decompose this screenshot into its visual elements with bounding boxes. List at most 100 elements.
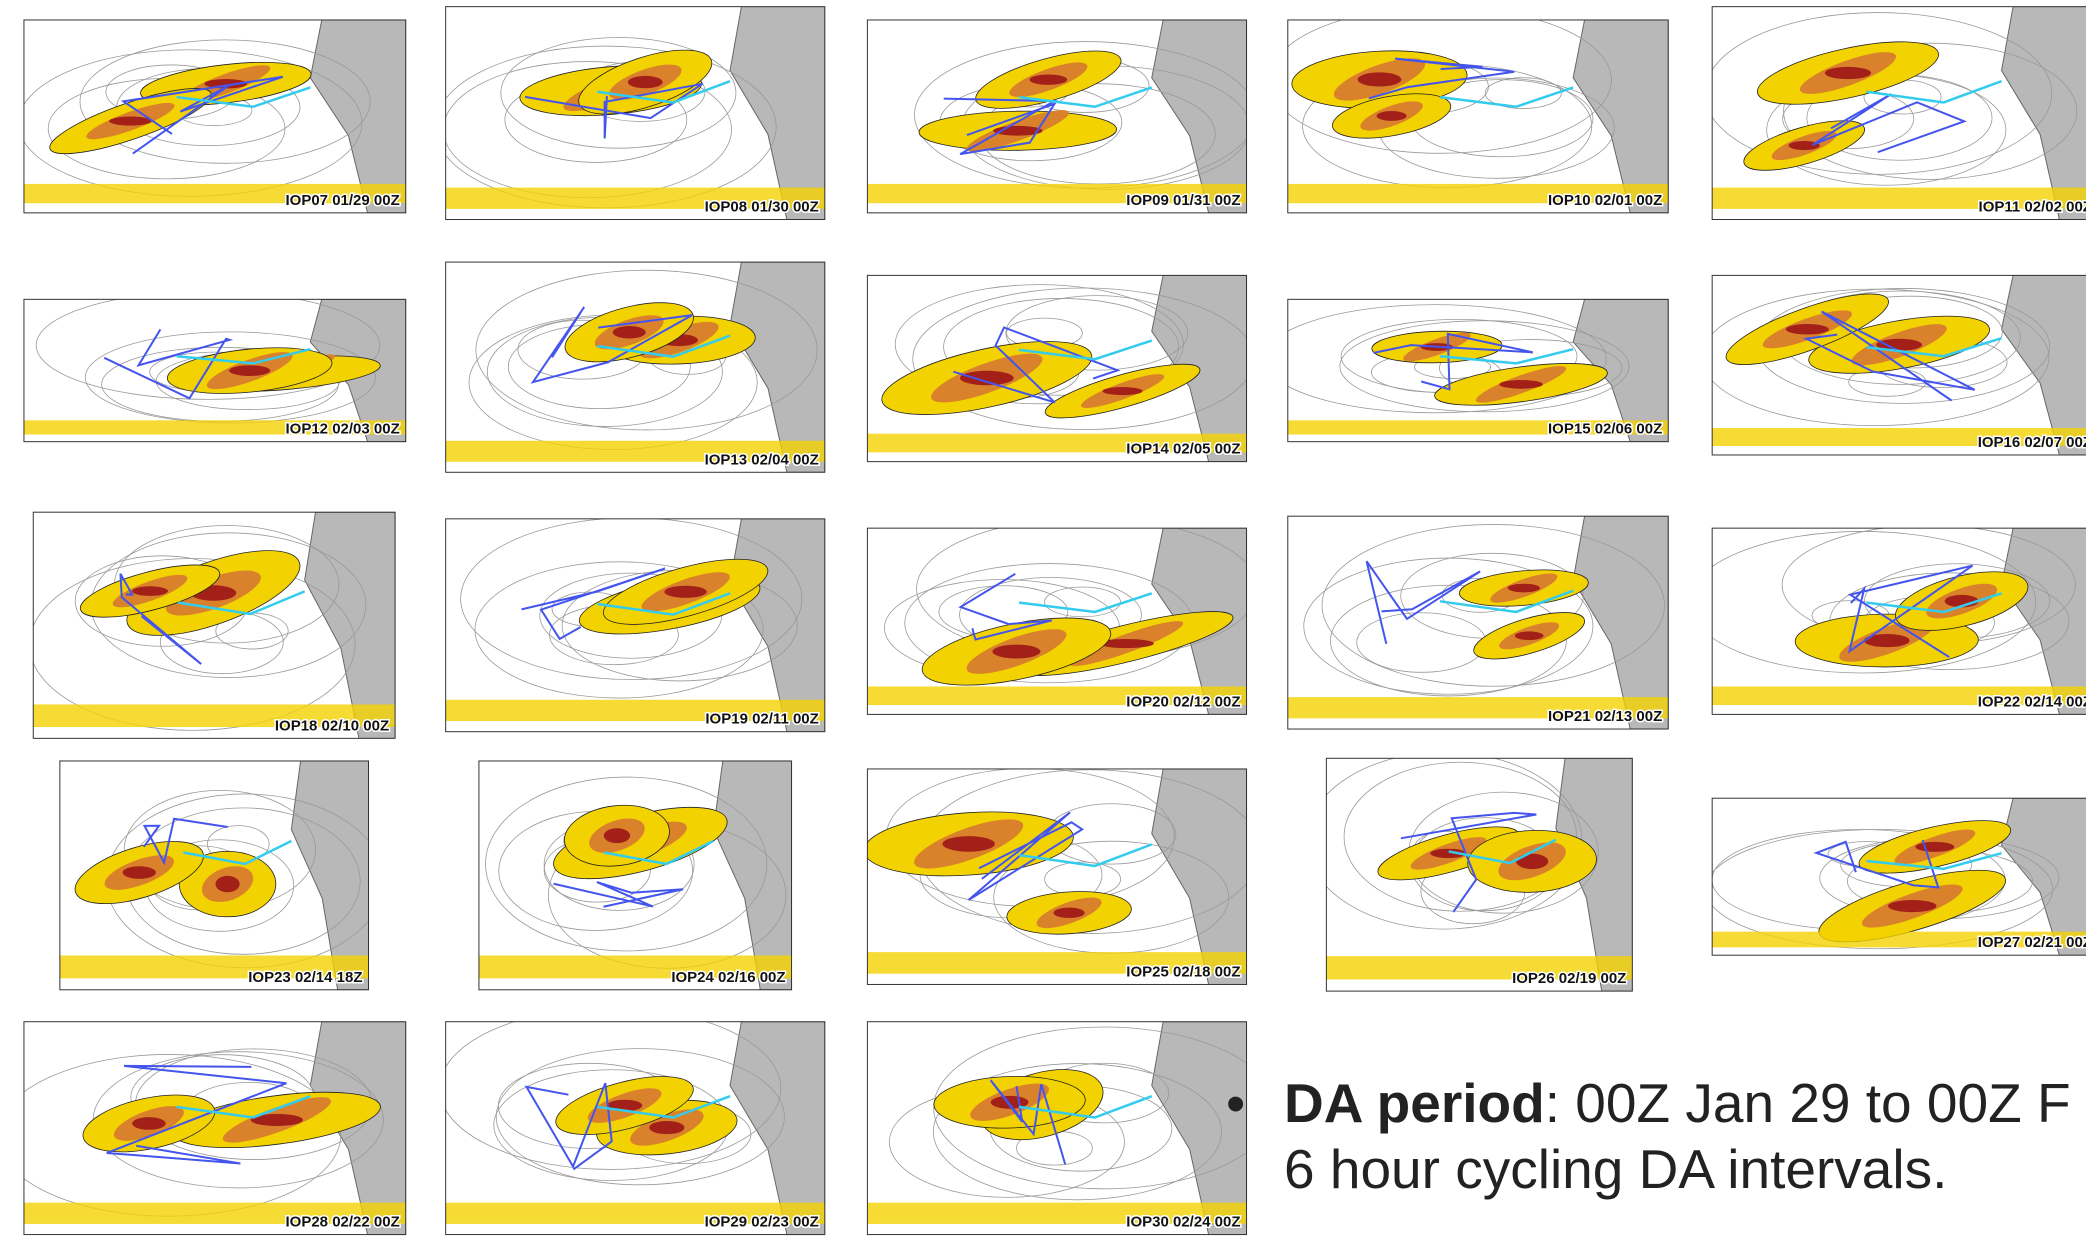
panel-label: IOP20 02/12 00Z xyxy=(1126,693,1240,710)
moisture-peak xyxy=(250,1113,303,1126)
flight-track xyxy=(958,572,1053,641)
map-body xyxy=(1287,516,1669,730)
map-border xyxy=(866,527,1248,715)
contour xyxy=(79,39,371,164)
map-body xyxy=(59,760,369,990)
panel-label: IOP22 02/14 00Z xyxy=(1978,693,2086,710)
tropical-band xyxy=(1712,187,2086,209)
flight-track-2 xyxy=(1439,347,1574,365)
flight-track xyxy=(553,881,684,908)
map-border xyxy=(478,760,793,991)
map-body xyxy=(23,1021,406,1235)
map-panel: IOP11 02/02 00Z xyxy=(1711,6,2086,221)
flight-track-2 xyxy=(176,86,311,109)
panel-label: IOP30 02/24 00Z xyxy=(1126,1214,1240,1231)
map-border xyxy=(445,518,826,733)
flight-track xyxy=(967,811,1085,901)
flight-track xyxy=(119,573,202,665)
moisture-peak xyxy=(992,644,1041,659)
map-border xyxy=(445,6,826,221)
flight-track xyxy=(521,567,666,641)
map-border xyxy=(32,511,396,739)
moisture-peak xyxy=(1029,74,1068,85)
map-body xyxy=(867,19,1247,213)
contour xyxy=(1330,584,1567,697)
panel-label: IOP19 02/11 00Z xyxy=(705,711,818,728)
moisture-peak xyxy=(1499,380,1543,389)
flight-track-2 xyxy=(1866,592,2002,614)
flight-track xyxy=(142,817,228,866)
map-border xyxy=(23,19,407,214)
flight-track xyxy=(524,82,704,139)
map-border xyxy=(1287,515,1669,730)
moisture-peak xyxy=(1357,72,1402,87)
map-border xyxy=(23,1021,407,1236)
moisture-peak xyxy=(132,586,169,596)
moisture-peak xyxy=(664,585,707,598)
panel-label: IOP21 02/13 00Z xyxy=(1548,708,1662,725)
tropical-band xyxy=(1287,183,1669,204)
tropical-band xyxy=(23,183,406,204)
land xyxy=(290,760,369,990)
flight-track xyxy=(524,1082,613,1171)
map-border xyxy=(866,19,1248,214)
map-panel: IOP18 02/10 00Z xyxy=(32,511,396,739)
flight-track xyxy=(1373,332,1534,391)
flight-track-2 xyxy=(177,590,306,616)
tropical-band xyxy=(445,187,825,209)
contour xyxy=(495,1048,785,1186)
contour xyxy=(1712,288,2050,427)
flight-track xyxy=(1813,839,1940,889)
moisture-peak xyxy=(1915,841,1955,852)
moisture-peak xyxy=(1516,853,1549,870)
panel-label: IOP10 02/01 00Z xyxy=(1548,192,1662,209)
map-panel: IOP20 02/12 00Z xyxy=(866,527,1248,715)
moisture-peak xyxy=(132,1117,166,1130)
contour xyxy=(894,284,1184,405)
moisture-peak xyxy=(612,326,646,339)
map-body xyxy=(867,528,1247,715)
tropical-band xyxy=(445,1202,825,1224)
moisture-peak xyxy=(1507,583,1541,593)
panel-label: IOP11 02/02 00Z xyxy=(1979,199,2086,216)
map-panel: IOP23 02/14 18Z xyxy=(59,760,370,991)
tropical-band xyxy=(867,183,1247,204)
map-body xyxy=(33,512,396,739)
map-body xyxy=(445,1021,825,1235)
tropical-band xyxy=(867,686,1247,706)
flight-track-2 xyxy=(176,347,311,365)
contour xyxy=(1783,42,2078,180)
map-panel: IOP16 02/07 00Z xyxy=(1711,274,2086,456)
map-panel: IOP07 01/29 00Z xyxy=(23,19,407,214)
map-panel: IOP24 02/16 00Z xyxy=(478,760,793,991)
flight-track-2 xyxy=(597,79,731,104)
map-body xyxy=(1712,275,2086,455)
moisture-peak xyxy=(204,78,248,89)
moisture-peak xyxy=(229,365,271,376)
contour xyxy=(1321,524,1665,687)
contour xyxy=(1005,295,1189,371)
moisture-peak xyxy=(603,828,631,844)
map-panel: IOP15 02/06 00Z xyxy=(1287,298,1669,443)
map-body xyxy=(445,6,825,220)
contour xyxy=(1339,320,1630,413)
flight-track xyxy=(1400,811,1537,913)
map-panel: IOP14 02/05 00Z xyxy=(866,274,1248,463)
map-body xyxy=(1712,6,2086,220)
tropical-band xyxy=(23,1202,406,1224)
map-panel: IOP21 02/13 00Z xyxy=(1287,515,1669,730)
map-border xyxy=(1711,274,2086,456)
flight-track xyxy=(953,326,1121,404)
panel-label: IOP09 01/31 00Z xyxy=(1126,192,1240,209)
panel-label: IOP14 02/05 00Z xyxy=(1126,441,1240,458)
moisture-peak xyxy=(627,75,663,89)
tropical-band xyxy=(33,704,396,728)
panel-label: IOP28 02/22 00Z xyxy=(286,1214,400,1231)
map-border xyxy=(1711,6,2086,221)
moisture-peak xyxy=(1514,631,1544,641)
map-body xyxy=(23,299,406,442)
flight-track xyxy=(1365,560,1481,645)
map-body xyxy=(1287,19,1669,213)
contour xyxy=(475,269,818,431)
